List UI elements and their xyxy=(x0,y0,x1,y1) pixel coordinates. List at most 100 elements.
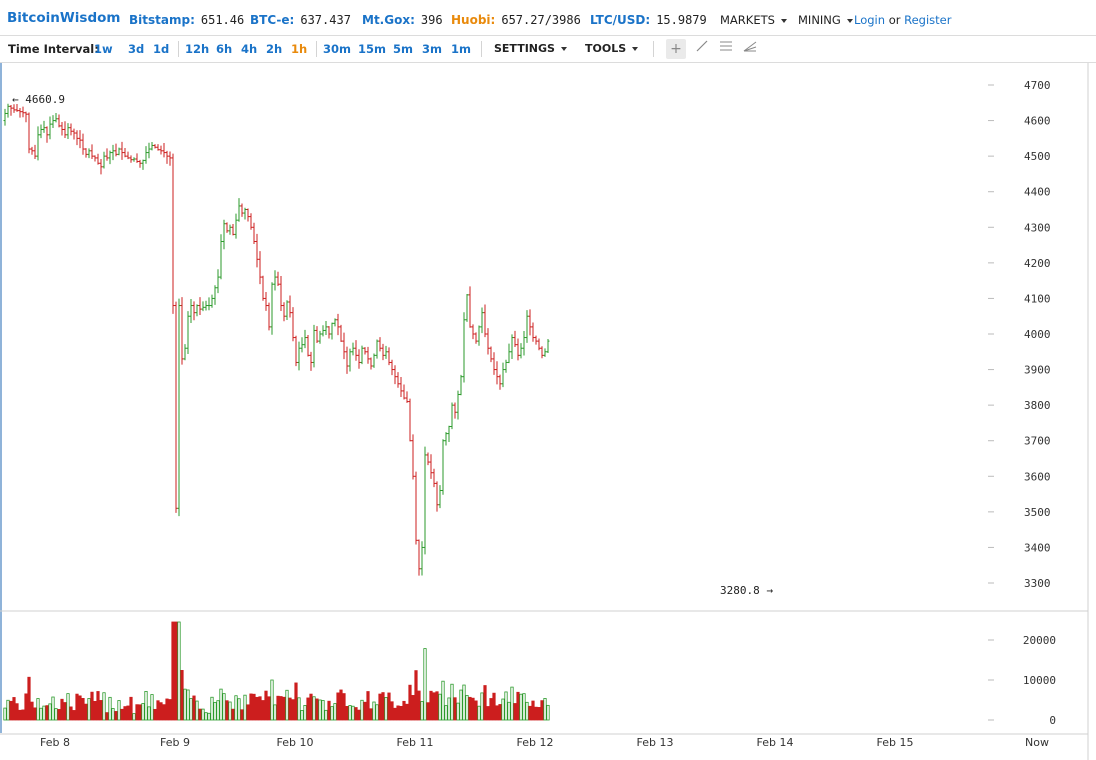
volume-bar-down xyxy=(21,709,25,721)
interval-1h[interactable]: 1h xyxy=(291,42,308,56)
y-tick-label: 3300 xyxy=(1024,577,1051,590)
interval-6h[interactable]: 6h xyxy=(216,42,233,56)
volume-bar-down xyxy=(288,697,292,721)
chevron-down-icon xyxy=(780,18,787,23)
ticker-label: BTC-e: xyxy=(250,13,295,27)
volume-bar-up xyxy=(444,705,448,721)
volume-bar-down xyxy=(390,701,394,721)
volume-bar-down xyxy=(246,704,250,721)
volume-bar-down xyxy=(96,691,100,721)
volume-bar-down xyxy=(486,706,490,721)
logo[interactable]: BitcoinWisdom xyxy=(7,10,121,26)
ticker-bitstamp[interactable]: Bitstamp: 651.46 xyxy=(129,13,244,27)
login-link[interactable]: Login xyxy=(854,13,886,27)
crosshair-icon[interactable]: + xyxy=(666,39,686,59)
ticker-huobi[interactable]: Huobi: 657.27/3986 xyxy=(451,13,581,27)
volume-bar-up xyxy=(36,698,40,721)
volume-bar-down xyxy=(258,696,262,721)
volume-bar-down xyxy=(75,693,79,721)
volume-bar-up xyxy=(459,689,463,721)
markets-label: MARKETS xyxy=(720,13,775,27)
volume-bar-down xyxy=(540,700,544,721)
volume-bar-up xyxy=(150,694,154,721)
interval-15m[interactable]: 15m xyxy=(358,42,386,56)
volume-bar-down xyxy=(192,695,196,721)
register-link[interactable]: Register xyxy=(904,13,952,27)
volume-bar-down xyxy=(483,685,487,721)
ticker-mtgox[interactable]: Mt.Gox: 396 xyxy=(362,13,443,27)
volume-bar-down xyxy=(432,692,436,721)
volume-bar-down xyxy=(405,703,409,721)
volume-bar-down xyxy=(93,700,97,721)
volume-bar-down xyxy=(81,698,85,721)
x-tick-label: Feb 14 xyxy=(757,736,794,749)
interval-3m[interactable]: 3m xyxy=(422,42,442,56)
volume-bar-down xyxy=(255,696,259,721)
interval-2h[interactable]: 2h xyxy=(266,42,283,56)
volume-bar-down xyxy=(429,690,433,721)
markets-menu[interactable]: MARKETS xyxy=(720,13,787,27)
volume-tick-label: 0 xyxy=(1049,714,1056,727)
y-tick-label: 3700 xyxy=(1024,435,1051,448)
volume-bar-down xyxy=(240,709,244,721)
volume-bar-down xyxy=(153,708,157,721)
volume-bar-up xyxy=(519,693,523,721)
volume-bar-up xyxy=(300,710,304,721)
volume-bar-down xyxy=(345,706,349,721)
volume-bar-down xyxy=(411,695,415,721)
volume-bar-up xyxy=(195,700,199,721)
interval-5m[interactable]: 5m xyxy=(393,42,413,56)
interval-12h[interactable]: 12h xyxy=(185,42,210,56)
interval-30m[interactable]: 30m xyxy=(323,42,351,56)
volume-bar-up xyxy=(147,706,151,721)
interval-1m[interactable]: 1m xyxy=(451,42,471,56)
y-tick-label: 4400 xyxy=(1024,186,1051,199)
volume-bar-up xyxy=(501,698,505,721)
settings-menu[interactable]: SETTINGS xyxy=(494,42,567,55)
volume-bar-up xyxy=(87,698,91,721)
volume-bar-down xyxy=(453,697,457,721)
volume-bar-up xyxy=(465,695,469,721)
price-chart[interactable]: 4700 4600 4500 4400 4300 4200 4100 4000 3900 3800… xyxy=(0,63,1096,760)
volume-bar-down xyxy=(528,705,532,721)
volume-bar-up xyxy=(477,705,481,721)
volume-bar-down xyxy=(138,704,142,721)
divider xyxy=(178,41,179,57)
volume-bar-up xyxy=(141,703,145,721)
ticker-value: 657.27/3986 xyxy=(501,13,581,27)
x-tick-label: Now xyxy=(1025,736,1049,749)
volume-bar-down xyxy=(12,697,16,721)
auth-links: Login or Register xyxy=(854,13,951,27)
volume-bar-down xyxy=(426,702,430,721)
ticker-label: Mt.Gox: xyxy=(362,13,415,27)
x-tick-label: Feb 13 xyxy=(637,736,674,749)
interval-4h[interactable]: 4h xyxy=(241,42,258,56)
volume-bar-up xyxy=(270,679,274,721)
volume-bar-up xyxy=(375,704,379,721)
tools-menu[interactable]: TOOLS xyxy=(585,42,639,55)
interval-1w[interactable]: 1w xyxy=(94,42,113,56)
volume-bar-up xyxy=(201,708,205,721)
horizontal-lines-icon[interactable] xyxy=(716,39,736,59)
volume-bar-up xyxy=(183,688,187,721)
ticker-btce[interactable]: BTC-e: 637.437 xyxy=(250,13,351,27)
ticker-ltcusd[interactable]: LTC/USD: 15.9879 xyxy=(590,13,707,27)
volume-bar-down xyxy=(174,621,178,721)
volume-bar-down xyxy=(105,712,109,721)
volume-bar-up xyxy=(117,700,121,721)
low-price-label: 3280.8 → xyxy=(720,584,773,597)
interval-3d[interactable]: 3d xyxy=(128,42,145,56)
chevron-down-icon xyxy=(846,18,853,23)
line-icon[interactable] xyxy=(692,39,712,59)
interval-1d[interactable]: 1d xyxy=(153,42,170,56)
volume-bar-down xyxy=(369,708,373,721)
volume-bar-down xyxy=(252,693,256,721)
mining-menu[interactable]: MINING xyxy=(798,13,853,27)
fan-icon[interactable] xyxy=(740,39,760,59)
volume-bar-down xyxy=(162,704,166,721)
volume-bar-down xyxy=(24,693,28,721)
volume-bar-down xyxy=(402,700,406,721)
volume-bar-down xyxy=(531,700,535,721)
volume-bar-down xyxy=(474,700,478,721)
volume-tick-label: 20000 xyxy=(1023,634,1056,647)
